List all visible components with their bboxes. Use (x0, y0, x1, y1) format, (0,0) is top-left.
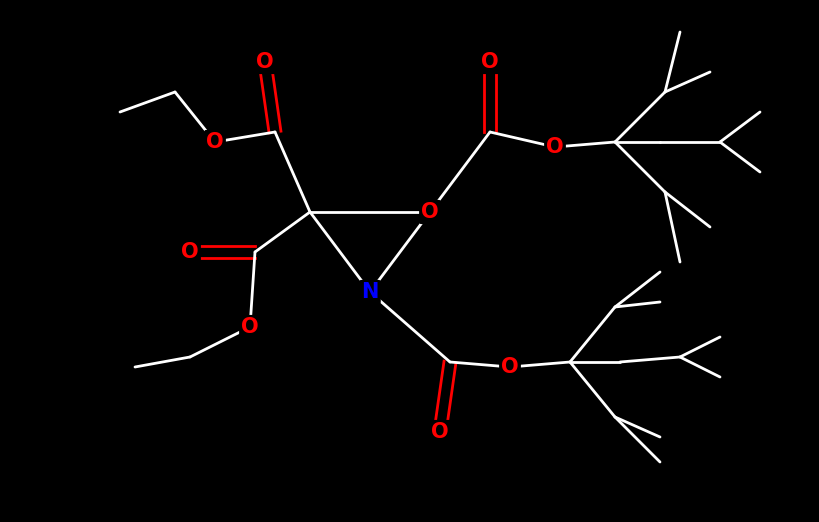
Text: O: O (481, 52, 498, 72)
Text: N: N (361, 282, 378, 302)
Text: O: O (545, 137, 563, 157)
Text: O: O (256, 52, 274, 72)
Text: O: O (206, 132, 224, 152)
Text: O: O (421, 202, 438, 222)
Text: O: O (500, 357, 518, 377)
Text: O: O (241, 317, 259, 337)
Text: O: O (181, 242, 198, 262)
Text: O: O (431, 422, 448, 442)
